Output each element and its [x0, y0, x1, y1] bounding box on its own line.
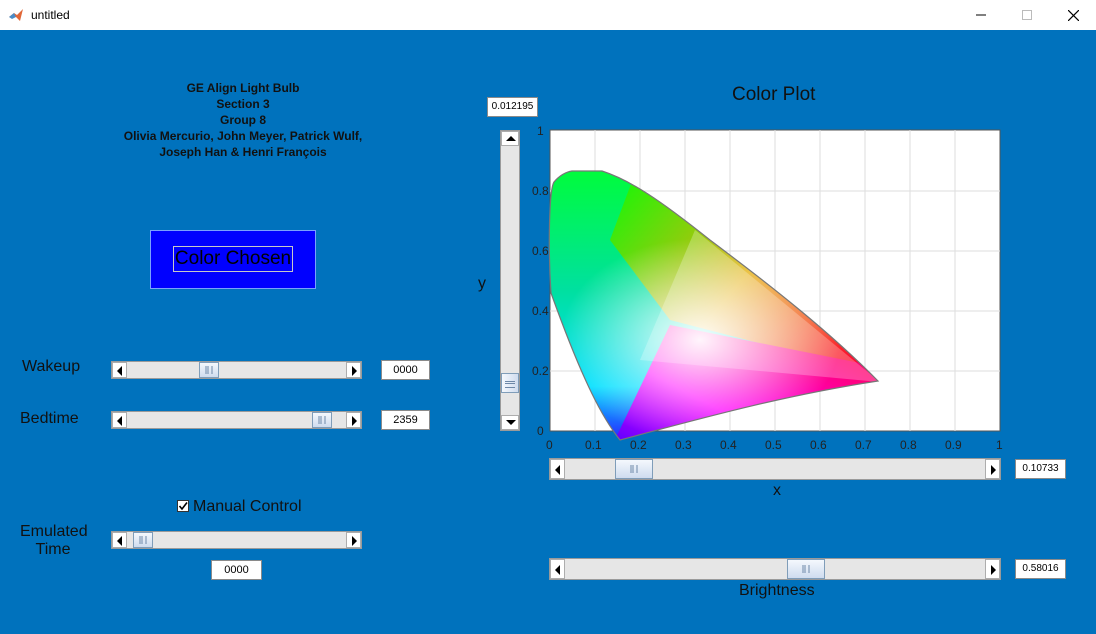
brightness-increment-button[interactable]	[985, 559, 1000, 579]
x-slider[interactable]	[549, 458, 1001, 480]
brightness-value-field[interactable]: 0.58016	[1015, 559, 1066, 579]
arrow-down-icon	[506, 420, 516, 425]
arrow-left-icon	[555, 465, 560, 475]
bedtime-decrement-button[interactable]	[112, 412, 127, 428]
x-value-field[interactable]: 0.10733	[1015, 459, 1066, 479]
x-increment-button[interactable]	[985, 459, 1000, 479]
x-tick-label: 0.2	[630, 438, 647, 452]
arrow-left-icon	[117, 366, 122, 376]
matlab-icon	[8, 7, 24, 23]
credits-text: GE Align Light Bulb Section 3 Group 8 Ol…	[88, 80, 398, 160]
maximize-icon	[1022, 10, 1032, 20]
x-tick-label: 0	[546, 438, 553, 452]
credits-line: Joseph Han & Henri François	[159, 145, 327, 159]
y-decrement-button[interactable]	[501, 415, 519, 430]
x-tick-label: 1	[996, 438, 1003, 452]
y-slider[interactable]	[500, 130, 520, 431]
brightness-decrement-button[interactable]	[550, 559, 565, 579]
emulated-time-slider-thumb[interactable]	[132, 532, 153, 548]
wakeup-decrement-button[interactable]	[112, 362, 127, 378]
x-tick-label: 0.5	[765, 438, 782, 452]
credits-line: GE Align Light Bulb	[186, 81, 300, 95]
emulated-time-label-line: Emulated	[20, 523, 88, 540]
x-slider-thumb[interactable]	[614, 459, 653, 479]
minimize-button[interactable]	[958, 0, 1004, 30]
x-tick-label: 0.1	[585, 438, 602, 452]
manual-control-checkbox[interactable]	[177, 500, 189, 512]
close-icon	[1067, 9, 1079, 21]
arrow-left-icon	[555, 565, 560, 575]
emulated-time-label: Emulated Time	[20, 523, 88, 559]
emulated-time-decrement-button[interactable]	[112, 532, 127, 548]
arrow-right-icon	[991, 465, 996, 475]
manual-control-label: Manual Control	[193, 498, 302, 515]
arrow-up-icon	[506, 136, 516, 141]
y-tick-label: 1	[537, 124, 544, 138]
x-tick-label: 0.8	[900, 438, 917, 452]
title-bar: untitled	[0, 0, 1096, 31]
window-title: untitled	[31, 8, 70, 22]
bedtime-value-field[interactable]: 2359	[381, 410, 430, 430]
x-tick-label: 0.9	[945, 438, 962, 452]
credits-line: Section 3	[216, 97, 270, 111]
minimize-icon	[976, 14, 986, 16]
x-axis-label: x	[773, 482, 781, 499]
wakeup-slider-thumb[interactable]	[198, 362, 219, 378]
bedtime-slider-thumb[interactable]	[312, 412, 333, 428]
emulated-time-label-line: Time	[35, 541, 71, 558]
brightness-slider-thumb[interactable]	[786, 559, 825, 579]
bedtime-slider[interactable]	[111, 411, 362, 429]
wakeup-label: Wakeup	[22, 358, 81, 375]
arrow-right-icon	[991, 565, 996, 575]
color-chosen-label: Color Chosen	[173, 246, 293, 272]
figure-canvas: GE Align Light Bulb Section 3 Group 8 Ol…	[0, 30, 1096, 634]
credits-line: Olivia Mercurio, John Meyer, Patrick Wul…	[123, 129, 363, 143]
x-tick-label: 0.6	[810, 438, 827, 452]
emulated-time-slider[interactable]	[111, 531, 362, 549]
bedtime-label: Bedtime	[20, 410, 79, 427]
wakeup-increment-button[interactable]	[346, 362, 361, 378]
y-tick-label: 0	[537, 424, 544, 438]
arrow-right-icon	[352, 416, 357, 426]
y-value-field[interactable]: 0.012195	[487, 97, 538, 117]
arrow-left-icon	[117, 416, 122, 426]
maximize-button[interactable]	[1004, 0, 1050, 30]
bedtime-increment-button[interactable]	[346, 412, 361, 428]
wakeup-slider[interactable]	[111, 361, 362, 379]
y-tick-label: 0.6	[532, 244, 549, 258]
plot-title: Color Plot	[732, 84, 816, 105]
y-increment-button[interactable]	[501, 131, 519, 146]
x-decrement-button[interactable]	[550, 459, 565, 479]
checkmark-icon	[178, 502, 188, 511]
y-slider-thumb[interactable]	[501, 372, 519, 393]
x-tick-label: 0.7	[855, 438, 872, 452]
chromaticity-plot	[548, 129, 1001, 441]
arrow-right-icon	[352, 366, 357, 376]
emulated-time-increment-button[interactable]	[346, 532, 361, 548]
y-axis-label: y	[478, 275, 486, 292]
wakeup-value-field[interactable]: 0000	[381, 360, 430, 380]
close-button[interactable]	[1050, 0, 1096, 30]
x-tick-label: 0.4	[720, 438, 737, 452]
brightness-slider[interactable]	[549, 558, 1001, 580]
y-tick-label: 0.8	[532, 184, 549, 198]
y-tick-label: 0.2	[532, 364, 549, 378]
y-tick-label: 0.4	[532, 304, 549, 318]
arrow-left-icon	[117, 536, 122, 546]
x-tick-label: 0.3	[675, 438, 692, 452]
color-chosen-swatch: Color Chosen	[150, 230, 316, 289]
credits-line: Group 8	[219, 113, 266, 127]
brightness-label: Brightness	[739, 582, 815, 599]
emulated-time-value-field[interactable]: 0000	[211, 560, 262, 580]
arrow-right-icon	[352, 536, 357, 546]
